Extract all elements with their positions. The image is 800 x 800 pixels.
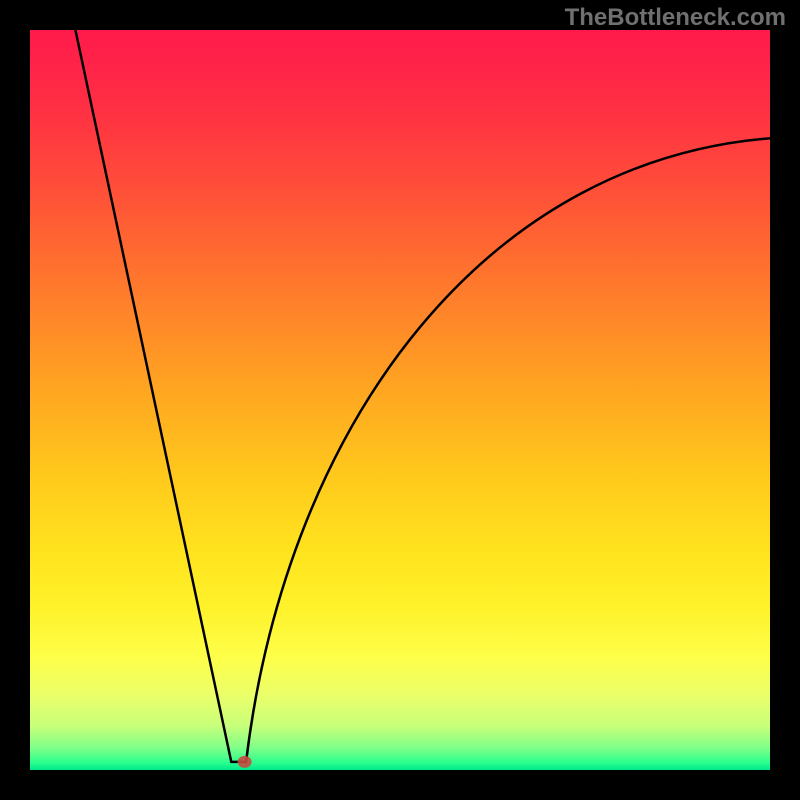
chart-stage: TheBottleneck.com	[0, 0, 800, 800]
optimal-point-marker	[238, 756, 252, 768]
watermark-text: TheBottleneck.com	[565, 4, 786, 32]
bottleneck-chart	[0, 0, 800, 800]
plot-background	[30, 30, 770, 770]
